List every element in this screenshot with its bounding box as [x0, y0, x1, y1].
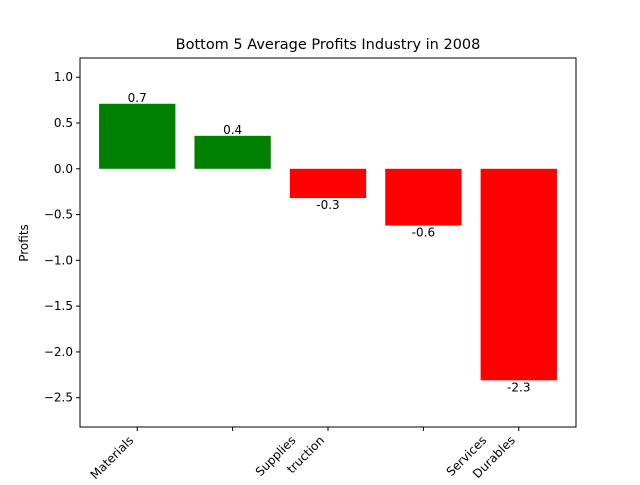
bar-value-label: -0.6	[412, 226, 435, 240]
y-tick-label: 0.5	[54, 116, 73, 130]
chart-title: Bottom 5 Average Profits Industry in 200…	[176, 37, 481, 53]
bar-value-label: -0.3	[316, 198, 339, 212]
y-tick-label: −1.5	[44, 299, 73, 313]
bar-value-label: 0.4	[223, 123, 242, 137]
bar	[194, 135, 271, 169]
y-tick-label: 0.0	[54, 162, 73, 176]
y-tick-label: −1.0	[44, 253, 73, 267]
bar	[289, 168, 367, 199]
bar	[480, 168, 557, 381]
plot-area: 0.7 0.4 -0.3 -0.6 -2.3 1.0 0.5 0.0 −0.5 −1.0 −1.5 −…	[44, 57, 577, 482]
y-tick-label: 1.0	[54, 70, 73, 84]
y-tick-label: −2.5	[44, 391, 73, 405]
bar-value-label: -2.3	[507, 380, 530, 394]
x-tick-label: Materials	[88, 433, 137, 480]
y-tick-label: −0.5	[44, 208, 73, 222]
bar	[99, 103, 176, 169]
y-axis-label: Profits	[17, 224, 31, 262]
bar-value-label: 0.7	[128, 91, 147, 105]
y-tick-label: −2.0	[44, 345, 73, 359]
bar	[385, 168, 462, 226]
